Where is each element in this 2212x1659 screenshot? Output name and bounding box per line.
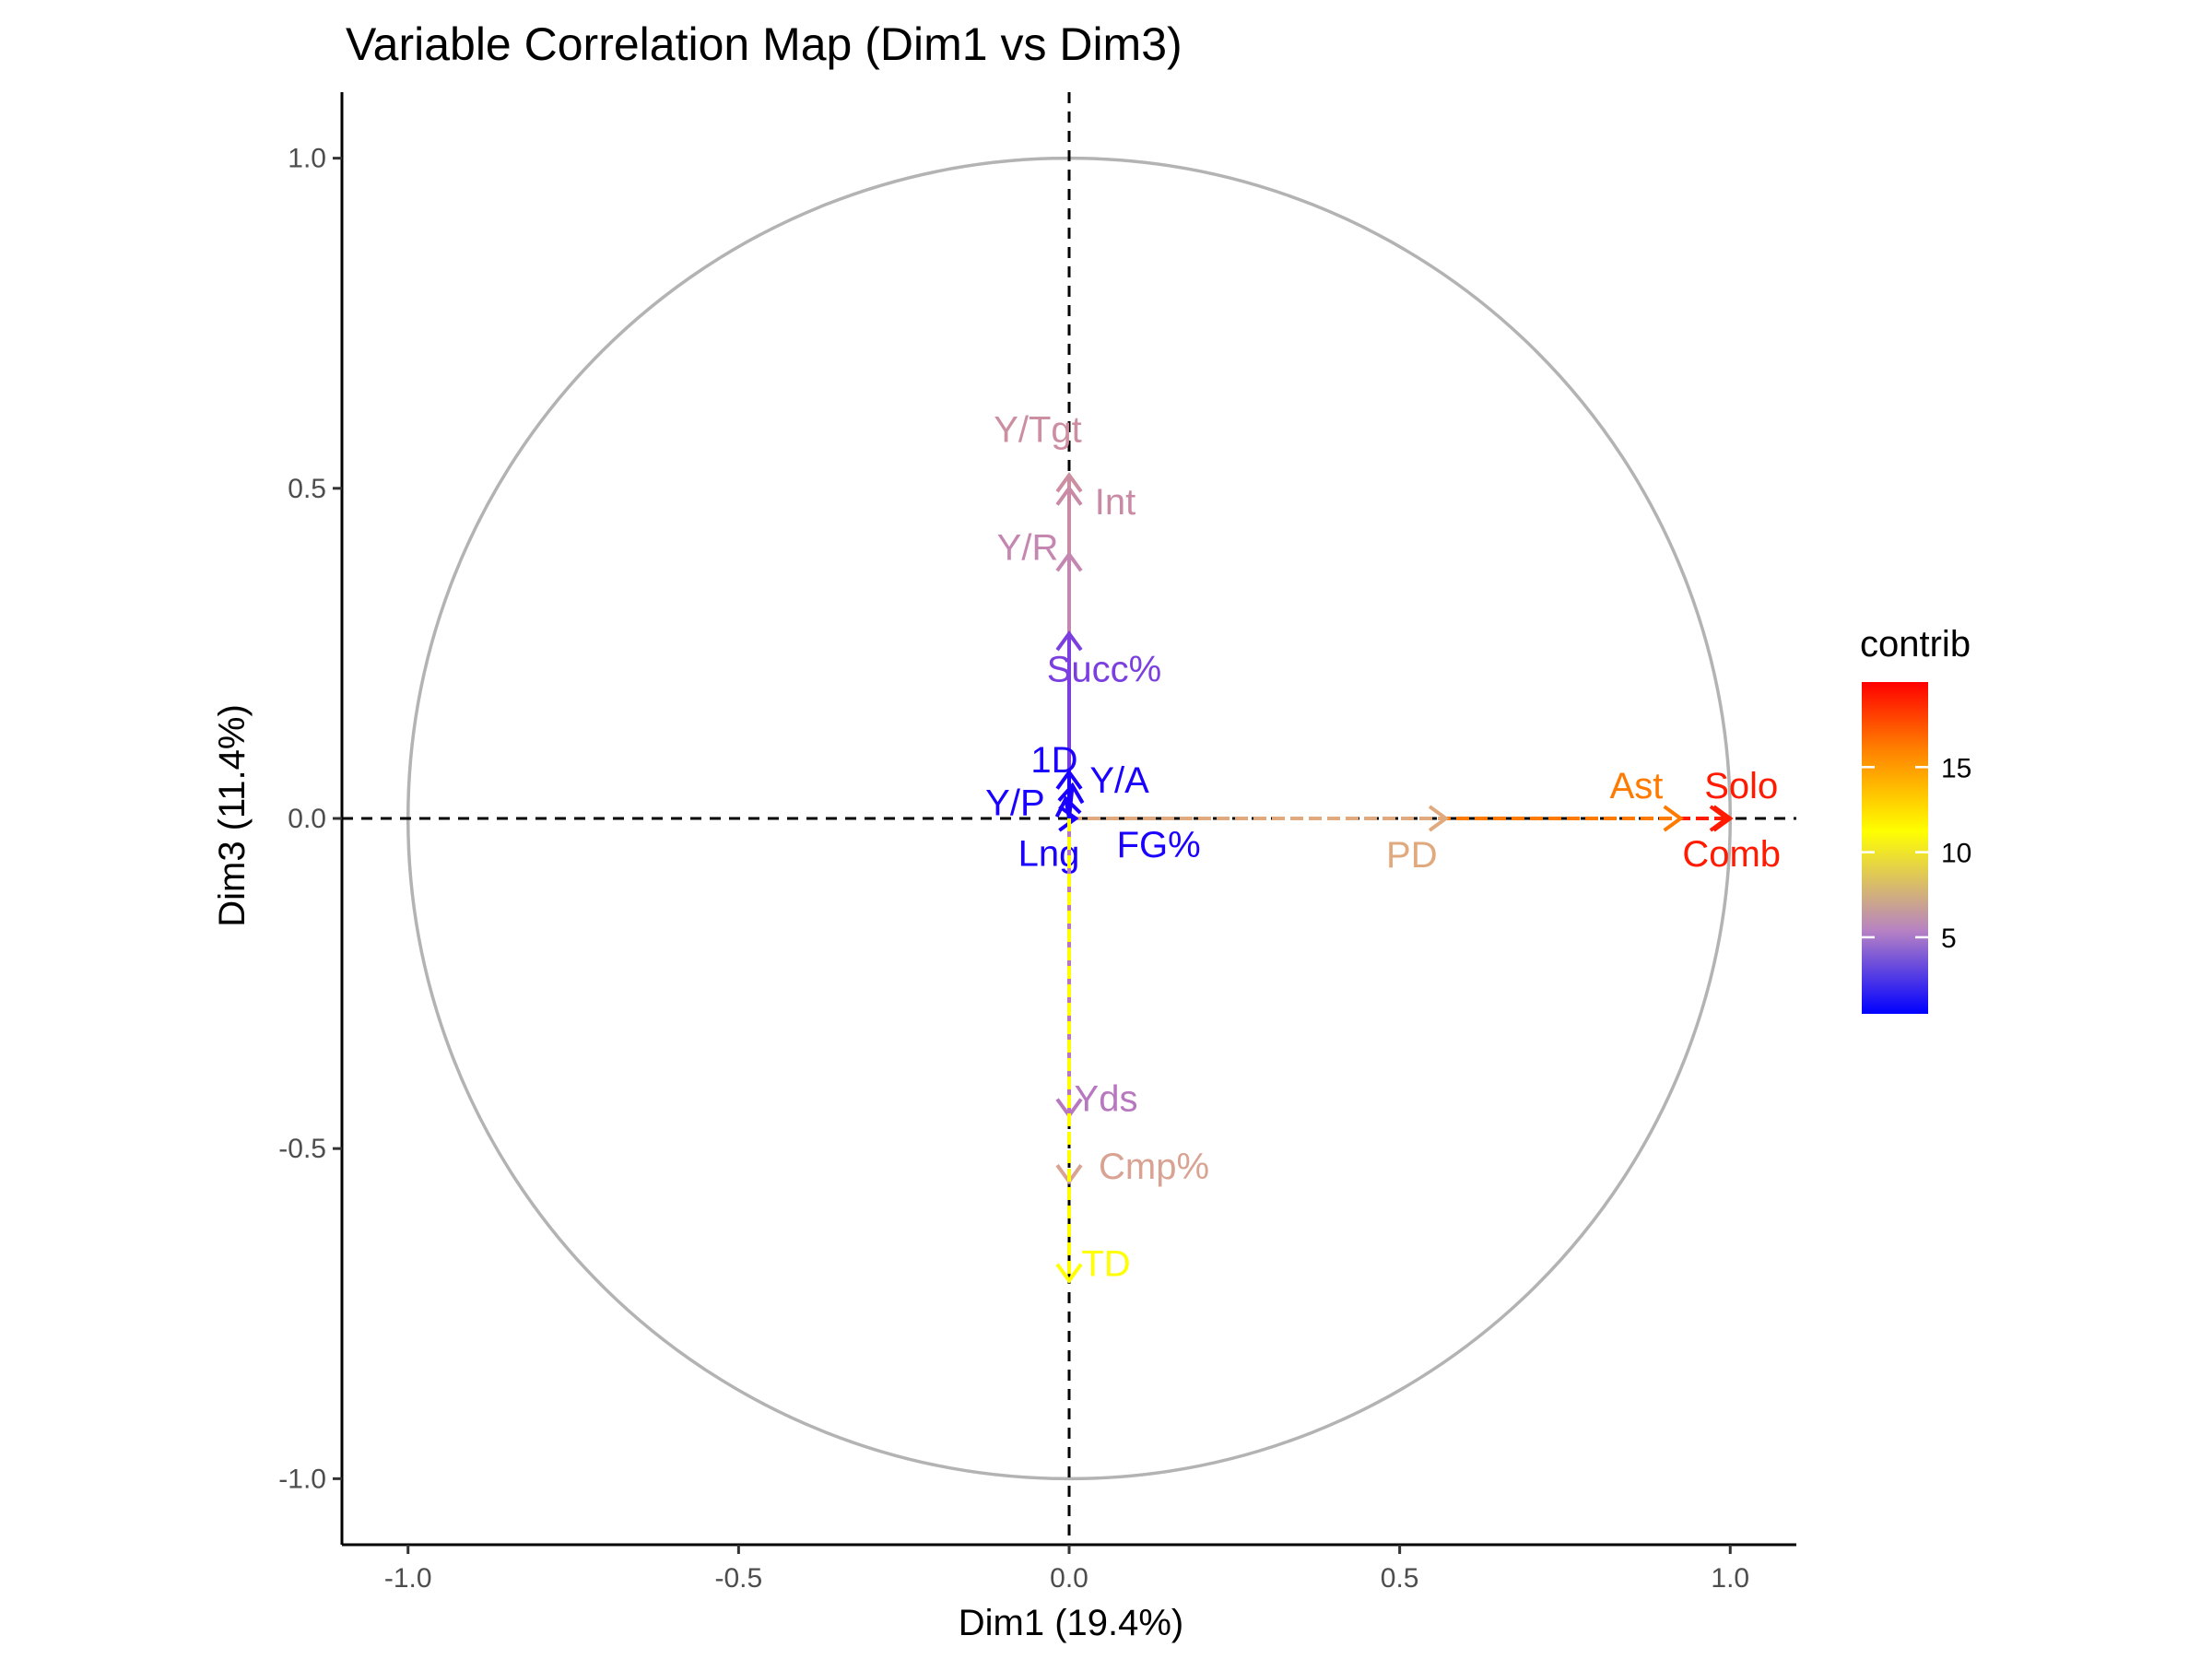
variable-label-int: Int — [1095, 482, 1135, 523]
arrow-head-td — [1055, 1263, 1083, 1284]
variable-label-fg: FG% — [1117, 825, 1201, 865]
variable-y-p: Y/P — [985, 783, 1082, 824]
variable-label-y-tgt: Y/Tgt — [994, 409, 1082, 450]
variable-label-comb: Comb — [1682, 834, 1781, 875]
arrow-head-y-r — [1055, 551, 1083, 572]
legend-title: contrib — [1860, 624, 1971, 665]
legend-tick-label: 10 — [1941, 839, 1971, 869]
arrow-head-fg — [1058, 805, 1079, 832]
x-tick-label: 0.5 — [1381, 1563, 1419, 1594]
variable-label-y-r: Y/R — [997, 527, 1059, 568]
variable-label-y-p: Y/P — [985, 783, 1044, 824]
y-tick-label: 0.5 — [288, 474, 326, 504]
variable-label-solo: Solo — [1704, 766, 1778, 806]
arrow-head-ast — [1663, 805, 1684, 832]
variable-label-1d: 1D — [1030, 740, 1077, 781]
plot-area: SoloCombAstPDY/TgtIntY/RSucc%1DY/PY/ALng… — [342, 92, 1796, 1545]
legend-tick-label: 5 — [1941, 924, 1957, 954]
arrow-head-pd — [1428, 805, 1450, 832]
legend-colorbar — [1862, 682, 1928, 1014]
variable-cmp: Cmp% — [1055, 818, 1209, 1187]
y-tick-label: 0.0 — [288, 804, 326, 834]
y-tick-label: -1.0 — [278, 1464, 326, 1494]
variable-label-ast: Ast — [1610, 766, 1664, 806]
arrow-head-y-a — [1057, 782, 1085, 805]
variable-label-pd: PD — [1386, 835, 1438, 876]
variable-label-cmp: Cmp% — [1099, 1147, 1209, 1187]
variable-label-yds: Yds — [1075, 1078, 1138, 1119]
arrow-head-succ — [1055, 630, 1083, 652]
variable-label-succ: Succ% — [1047, 649, 1162, 689]
chart-title: Variable Correlation Map (Dim1 vs Dim3) — [346, 18, 1182, 70]
variable-pd: PD — [1069, 805, 1450, 876]
variable-label-y-a: Y/A — [1089, 760, 1149, 801]
x-tick-label: 1.0 — [1711, 1563, 1749, 1594]
variable-comb: Comb — [1069, 805, 1781, 875]
arrow-head-solo — [1712, 805, 1734, 832]
legend: contrib 5 10 15 — [1860, 624, 1971, 1014]
variable-1d: 1D — [1030, 740, 1083, 818]
variable-label-td: TD — [1081, 1243, 1130, 1284]
legend-tick-label: 15 — [1941, 753, 1971, 783]
y-axis-title: Dim3 (11.4%) — [212, 704, 253, 927]
x-tick-label: -1.0 — [384, 1563, 432, 1594]
legend-ticks: 5 10 15 — [1862, 753, 1971, 954]
arrow-head-y-p — [1054, 795, 1082, 818]
arrow-head-1d — [1055, 769, 1083, 790]
arrow-head-y-tgt — [1055, 472, 1083, 493]
x-tick-label: 0.0 — [1050, 1563, 1088, 1594]
arrow-head-int — [1055, 485, 1083, 506]
axes: -1.0 -0.5 0.0 0.5 1.0 -1.0 -0.5 0.0 0.5 1.0 — [278, 92, 1796, 1594]
y-tick-label: -0.5 — [278, 1134, 326, 1164]
x-axis-title: Dim1 (19.4%) — [959, 1603, 1184, 1643]
variable-fg: FG% — [1058, 805, 1201, 865]
variable-td: TD — [1055, 818, 1131, 1284]
variable-ast: Ast — [1069, 766, 1684, 832]
variable-solo: Solo — [1069, 766, 1778, 832]
y-tick-label: 1.0 — [288, 144, 326, 174]
arrow-head-comb — [1709, 805, 1731, 832]
x-tick-label: -0.5 — [715, 1563, 763, 1594]
